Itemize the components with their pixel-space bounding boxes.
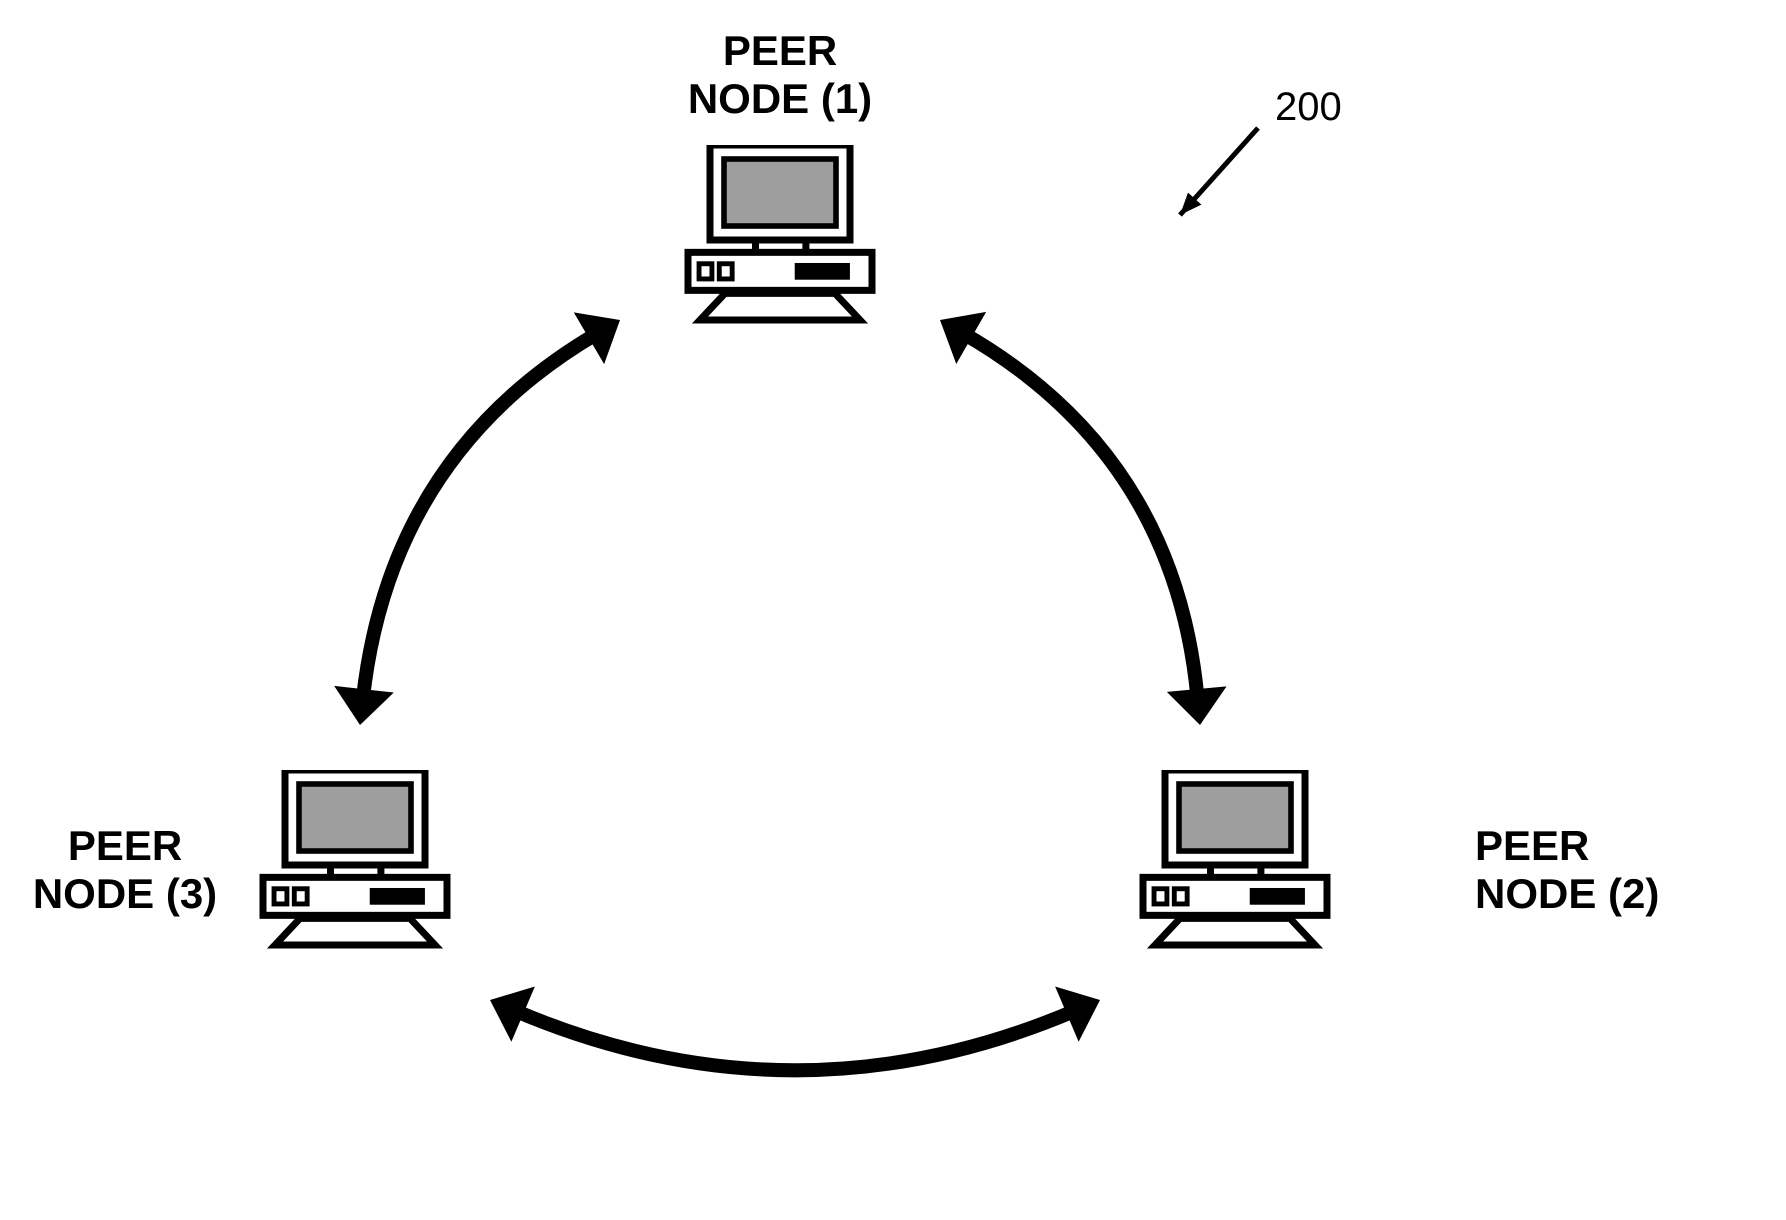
computer-icon-peer3 [255, 770, 455, 965]
diagram-svg [0, 0, 1786, 1220]
node-label-line2: NODE (1) [688, 75, 872, 122]
node-label-peer1: PEERNODE (1) [660, 27, 900, 124]
diagram-stage: 200PEERNODE (1)PEERNODE (2)PEERNODE (3) [0, 0, 1786, 1220]
edge-e23 [515, 1011, 1075, 1071]
node-label-line1: PEER [723, 27, 837, 74]
node-label-peer2: PEERNODE (2) [1475, 822, 1659, 919]
edge-e12 [963, 333, 1197, 698]
node-label-line2: NODE (3) [33, 870, 217, 917]
node-label-line1: PEER [68, 822, 182, 869]
node-label-line1: PEER [1475, 822, 1589, 869]
edge-e13 [363, 334, 597, 698]
node-label-peer3: PEERNODE (3) [5, 822, 245, 919]
computer-icon-peer2 [1135, 770, 1335, 965]
computer-icon-peer1 [680, 145, 880, 340]
node-label-line2: NODE (2) [1475, 870, 1659, 917]
reference-numeral: 200 [1275, 85, 1342, 130]
